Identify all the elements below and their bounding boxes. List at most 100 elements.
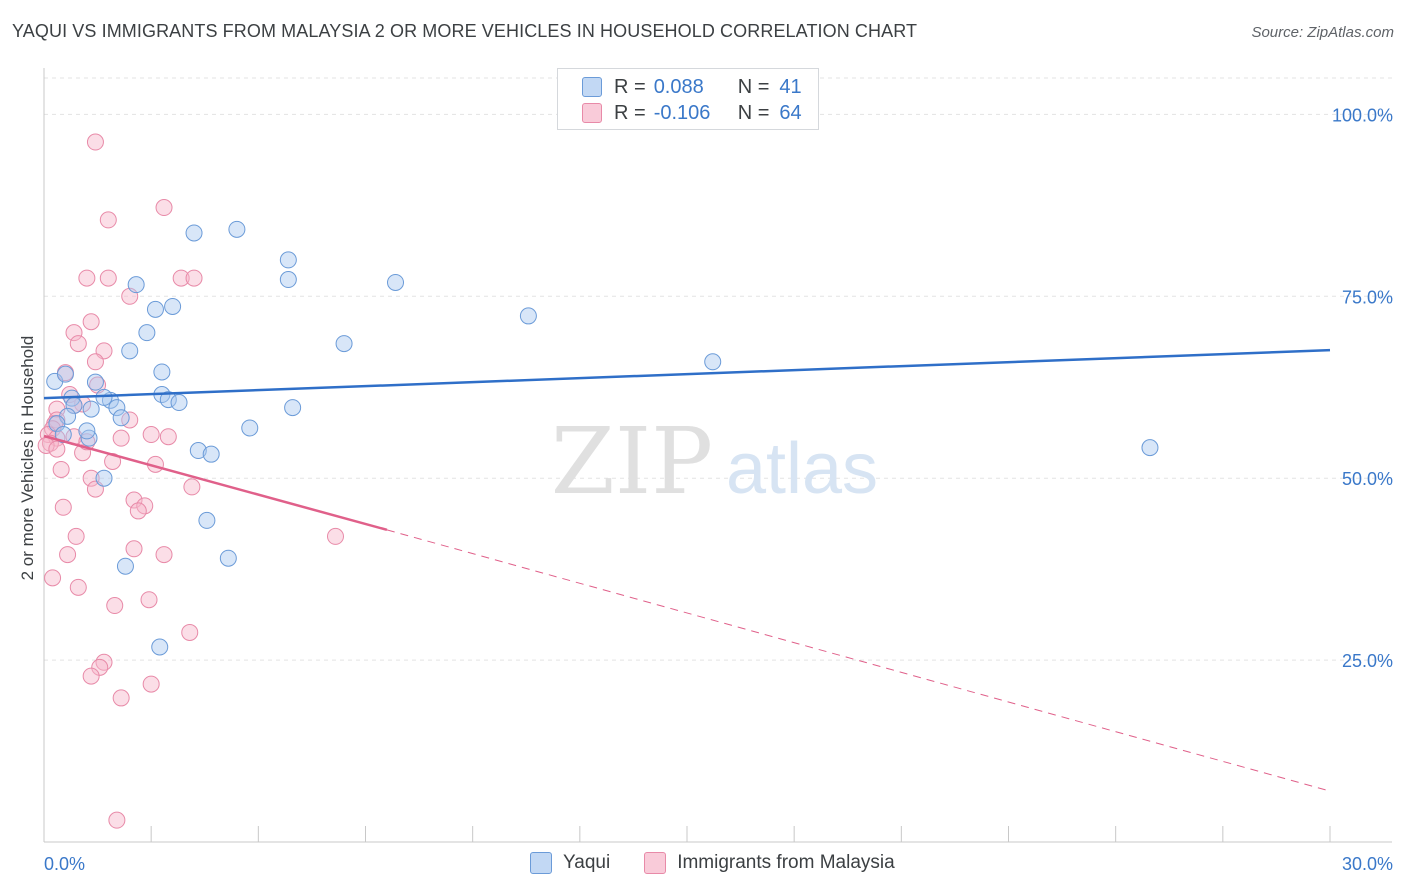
malaysia-point — [155, 199, 173, 217]
yaqui-point — [95, 469, 113, 487]
yaqui-point — [82, 400, 100, 418]
yaqui-point — [146, 300, 164, 318]
x-tick-label: 30.0% — [1342, 854, 1393, 874]
yaqui-trend-line — [43, 348, 1331, 400]
malaysia-point — [140, 591, 158, 609]
y-tick-label: 25.0% — [1342, 651, 1393, 671]
y-tick-label: 75.0% — [1342, 287, 1393, 307]
yaqui-swatch — [582, 77, 602, 97]
malaysia-point — [44, 569, 62, 587]
malaysia-point — [86, 133, 104, 151]
yaqui-point — [170, 394, 188, 412]
yaqui-point — [164, 297, 182, 315]
r-value: 0.088 — [653, 75, 704, 98]
malaysia-point — [78, 269, 96, 287]
axes — [43, 68, 1392, 843]
malaysia-point — [159, 428, 177, 446]
yaqui-point — [116, 557, 134, 575]
yaqui-swatch — [530, 852, 552, 874]
yaqui-point — [241, 419, 259, 437]
watermark-zip: ZIP — [551, 408, 713, 515]
yaqui-point — [202, 445, 220, 463]
yaqui-point — [198, 511, 216, 529]
yaqui-point — [56, 365, 74, 383]
malaysia-point — [129, 502, 147, 520]
yaqui-point — [185, 224, 203, 242]
yaqui-point — [159, 391, 177, 409]
yaqui-point — [138, 324, 156, 342]
malaysia-point — [82, 469, 100, 487]
yaqui-point — [279, 271, 297, 289]
malaysia-point — [82, 667, 100, 685]
trend-lines — [43, 348, 1331, 792]
malaysia-point — [82, 313, 100, 331]
yaqui-point — [284, 399, 302, 417]
watermark: ZIP atlas — [551, 408, 878, 515]
malaysia-point — [91, 658, 109, 676]
grid-lines — [44, 77, 1392, 661]
chart-title: YAQUI VS IMMIGRANTS FROM MALAYSIA 2 OR M… — [12, 21, 918, 41]
malaysia-point — [108, 811, 126, 829]
n-label: N = — [737, 75, 770, 98]
yaqui-point — [86, 373, 104, 391]
malaysia-swatch — [582, 103, 602, 123]
malaysia-point — [54, 498, 72, 516]
malaysia-point — [52, 460, 70, 478]
malaysia-point — [125, 491, 143, 509]
malaysia-point — [112, 429, 130, 447]
y-axis-label: 2 or more Vehicles in Household — [18, 335, 37, 581]
legend-label-yaqui: Yaqui — [563, 852, 611, 873]
yaqui-point — [228, 220, 246, 238]
malaysia-point — [172, 269, 190, 287]
n-value: 41 — [779, 75, 802, 98]
malaysia-point — [69, 335, 87, 353]
malaysia-trend-line — [43, 434, 388, 532]
malaysia-point — [155, 546, 173, 564]
legend-row-malaysia: R = -0.106 N = 64 — [582, 102, 802, 124]
malaysia-point — [59, 546, 77, 564]
malaysia-point — [106, 597, 124, 615]
yaqui-point — [219, 549, 237, 567]
tick-labels: 100.0% 75.0% 50.0% 25.0% 0.0% 30.0% — [44, 105, 1393, 874]
malaysia-swatch — [644, 852, 667, 874]
legend-item-malaysia[interactable]: Immigrants from Malaysia — [644, 852, 895, 874]
x-tick-label: 0.0% — [44, 854, 85, 874]
r-label: R = — [614, 75, 646, 98]
yaqui-point — [78, 422, 96, 440]
r-label: R = — [614, 101, 646, 124]
legend-item-yaqui[interactable]: Yaqui — [530, 852, 610, 874]
watermark-atlas: atlas — [726, 429, 878, 509]
malaysia-point — [86, 353, 104, 371]
yaqui-point — [387, 273, 405, 291]
correlation-legend: R = 0.088 N = 41 R = -0.106 N = 64 — [557, 68, 819, 130]
malaysia-point — [65, 324, 83, 342]
yaqui-point — [1141, 439, 1159, 457]
malaysia-point — [181, 623, 199, 641]
malaysia-point — [69, 578, 87, 596]
malaysia-point — [183, 478, 201, 496]
malaysia-point — [326, 527, 344, 545]
series-yaqui-points — [46, 220, 1159, 656]
r-value: -0.106 — [653, 101, 711, 124]
yaqui-point — [189, 442, 207, 460]
malaysia-point — [125, 540, 143, 558]
legend-label-malaysia: Immigrants from Malaysia — [677, 852, 895, 873]
yaqui-point — [127, 276, 145, 294]
y-tick-label: 50.0% — [1342, 469, 1393, 489]
malaysia-point — [185, 269, 203, 287]
n-value: 64 — [779, 101, 802, 124]
yaqui-point — [279, 251, 297, 269]
malaysia-point — [99, 269, 117, 287]
yaqui-point — [519, 307, 537, 325]
malaysia-point — [99, 211, 117, 229]
source-label: Source: ZipAtlas.com — [1251, 24, 1394, 41]
yaqui-point — [335, 335, 353, 353]
malaysia-point — [142, 426, 160, 444]
yaqui-point — [704, 353, 722, 371]
y-tick-label: 100.0% — [1332, 105, 1393, 125]
malaysia-point — [104, 452, 122, 470]
malaysia-point — [112, 689, 130, 707]
yaqui-point — [153, 363, 171, 381]
malaysia-trend-line — [386, 529, 1331, 792]
